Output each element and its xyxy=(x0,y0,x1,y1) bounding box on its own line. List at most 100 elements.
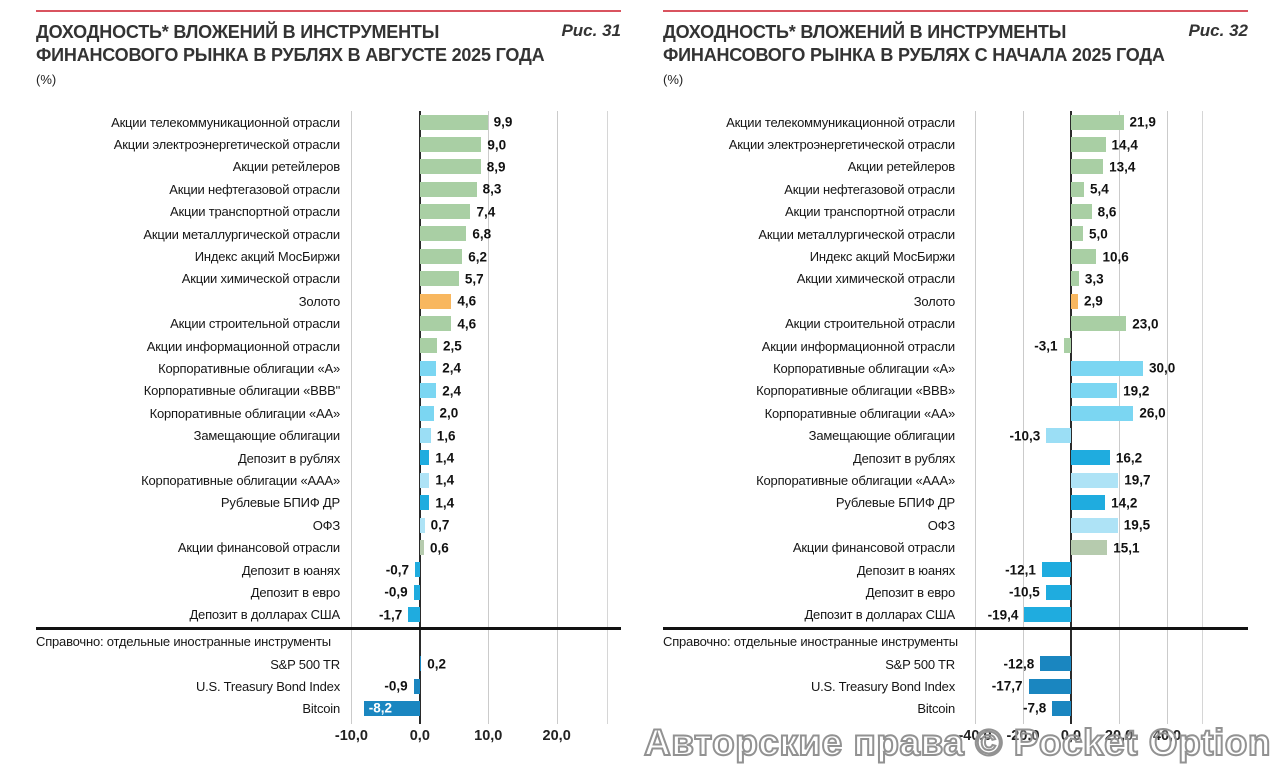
chart-row: Акции строительной отрасли 4,6 xyxy=(36,313,621,335)
gridline xyxy=(556,111,558,724)
category-label: Акции транспортной отрасли xyxy=(785,204,955,220)
value-label: 1,4 xyxy=(435,472,455,488)
value-label: 19,5 xyxy=(1123,517,1151,533)
bar xyxy=(1071,539,1108,555)
chart-row: Корпоративные облигации «ВВВ» 19,2 xyxy=(663,380,1248,402)
category-label: Акции транспортной отрасли xyxy=(170,204,340,220)
chart-row: Акции электроэнергетической отрасли 14,4 xyxy=(663,133,1248,155)
chart-row: Депозит в рублях 16,2 xyxy=(663,447,1248,469)
figure-title-line2: ФИНАНСОВОГО РЫНКА В РУБЛЯХ С НАЧАЛА 2025… xyxy=(663,45,1165,65)
gridline xyxy=(351,111,353,724)
chart-row: Акции финансовой отрасли 0,6 xyxy=(36,536,621,558)
category-label: Акции ретейлеров xyxy=(232,159,340,175)
category-label: Рублевые БПИФ ДР xyxy=(835,495,955,511)
value-label: 13,4 xyxy=(1109,159,1136,175)
chart-row: Акции ретейлеров 8,9 xyxy=(36,156,621,178)
value-label: -19,4 xyxy=(987,607,1019,623)
plot-cell: 4,6 xyxy=(348,313,608,335)
axis-tick: -20,0 xyxy=(1006,727,1040,744)
plot-cell: 2,5 xyxy=(348,335,608,357)
axis-tick: -10,0 xyxy=(334,727,368,744)
bar xyxy=(1041,562,1071,578)
chart-row: U.S. Treasury Bond Index -0,9 xyxy=(36,675,621,697)
figure-number: Рис. 32 xyxy=(1188,21,1248,40)
category-label: Акции электроэнергетической отрасли xyxy=(728,137,955,153)
bar xyxy=(419,226,467,242)
plot-cell: 0,2 xyxy=(348,653,608,675)
plot-cell: 8,3 xyxy=(348,178,608,200)
bar xyxy=(419,383,437,399)
plot-cell: -10,5 xyxy=(963,581,1203,603)
bar xyxy=(419,495,430,511)
chart-row: Bitcoin -8,2 xyxy=(36,697,621,719)
plot-cell: 16,2 xyxy=(963,447,1203,469)
value-label: 19,2 xyxy=(1123,383,1150,399)
bar xyxy=(419,427,431,443)
chart-row: Акции электроэнергетической отрасли 9,0 xyxy=(36,133,621,155)
plot-cell: 13,4 xyxy=(963,156,1203,178)
chart-row: Депозит в рублях 1,4 xyxy=(36,447,621,469)
category-label: Золото xyxy=(298,293,341,309)
value-label: -0,7 xyxy=(385,562,410,578)
bar xyxy=(1071,517,1118,533)
plot-cell: -12,1 xyxy=(963,559,1203,581)
plot-cell: -0,9 xyxy=(348,675,608,697)
figure-panel-32: ДОХОДНОСТЬ* ВЛОЖЕНИЙ В ИНСТРУМЕНТЫ ФИНАН… xyxy=(663,10,1248,748)
bar xyxy=(1046,427,1071,443)
value-label: 6,2 xyxy=(468,249,488,265)
category-label: Акции информационной отрасли xyxy=(761,338,955,354)
value-label: 2,4 xyxy=(442,360,462,376)
plot-cell: 19,7 xyxy=(963,469,1203,491)
bar-chart: Акции телекоммуникационной отрасли 9,9 Акц… xyxy=(36,111,621,748)
value-label: 9,9 xyxy=(493,114,513,130)
bar xyxy=(419,539,424,555)
plot-cell: 8,9 xyxy=(348,156,608,178)
value-label: 2,4 xyxy=(442,383,462,399)
plot-cell: -3,1 xyxy=(963,335,1203,357)
plot-cell: -10,3 xyxy=(963,424,1203,446)
category-label: ОФЗ xyxy=(312,517,340,533)
bar xyxy=(1024,607,1071,623)
category-label: U.S. Treasury Bond Index xyxy=(810,678,955,694)
category-label: Акции финансовой отрасли xyxy=(792,540,955,556)
value-label: 2,9 xyxy=(1083,293,1103,309)
bar xyxy=(1045,584,1071,600)
x-axis: -40,0 -20,0 0,0 20,0 40,0 xyxy=(958,724,1203,748)
bar xyxy=(419,181,477,197)
bar xyxy=(1071,472,1119,488)
separator-line xyxy=(663,626,1248,630)
note-section-label: Справочно: отдельные иностранные инструм… xyxy=(663,634,958,650)
value-label: 21,9 xyxy=(1129,114,1156,130)
category-label: Депозит в юанях xyxy=(241,562,340,578)
axis-tick: -40,0 xyxy=(958,727,992,744)
plot-cell: -17,7 xyxy=(963,675,1203,697)
category-label: Корпоративные облигации «ВВВ» xyxy=(756,383,955,399)
axis-tick: 40,0 xyxy=(1152,727,1182,744)
value-label: -17,7 xyxy=(991,678,1023,694)
plot-cell: 0,6 xyxy=(348,536,608,558)
plot-cell: 9,0 xyxy=(348,133,608,155)
chart-row: Рублевые БПИФ ДР 14,2 xyxy=(663,492,1248,514)
value-label: 0,6 xyxy=(429,540,449,556)
bar xyxy=(1071,271,1079,287)
plot-cell: 14,4 xyxy=(963,133,1203,155)
plot-cell: 2,4 xyxy=(348,380,608,402)
x-axis: -10,0 0,0 10,0 20,0 xyxy=(335,724,608,748)
value-label: 0,7 xyxy=(430,517,450,533)
bar xyxy=(419,204,471,220)
chart-row: Корпоративные облигации «ААА» 19,7 xyxy=(663,469,1248,491)
plot-cell: 5,0 xyxy=(963,223,1203,245)
value-label: 30,0 xyxy=(1149,360,1176,376)
category-label: Акции электроэнергетической отрасли xyxy=(113,137,340,153)
category-label: Замещающие облигации xyxy=(808,428,956,444)
chart-row: Акции нефтегазовой отрасли 5,4 xyxy=(663,178,1248,200)
plot-cell: 9,9 xyxy=(348,111,608,133)
bar xyxy=(1040,656,1071,672)
category-label: Депозит в евро xyxy=(250,584,340,600)
chart-row: Акции информационной отрасли -3,1 xyxy=(663,335,1248,357)
category-label: Депозит в евро xyxy=(865,584,955,600)
category-label: Акции финансовой отрасли xyxy=(177,540,340,556)
category-label: Акции металлургической отрасли xyxy=(143,226,340,242)
plot-cell: 5,7 xyxy=(348,268,608,290)
bar xyxy=(1071,450,1110,466)
